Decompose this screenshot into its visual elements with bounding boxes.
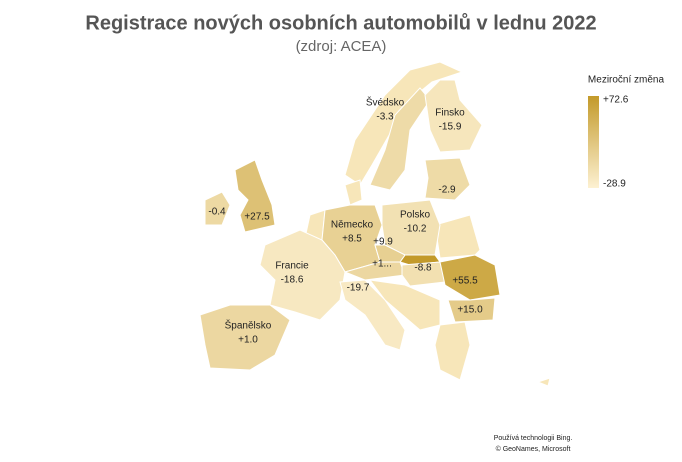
region-name: Francie: [275, 261, 309, 272]
region-value: -3.3: [376, 112, 394, 123]
attribution: Používá technologii Bing.: [494, 435, 573, 442]
region-value: -18.6: [281, 275, 304, 286]
region-value: +55.5: [452, 276, 478, 287]
region: [234, 159, 276, 233]
region-value: +8.5: [342, 234, 362, 245]
region-value: -19.7: [347, 283, 370, 294]
subtitle: (zdroj: ACEA): [296, 38, 387, 55]
country: [344, 61, 464, 186]
region-value: +1...: [372, 259, 392, 270]
country: [536, 377, 551, 387]
region: [259, 229, 346, 321]
country: [344, 179, 363, 206]
region: [424, 79, 483, 153]
region: [381, 199, 441, 256]
region: [199, 304, 291, 371]
region-name: Švédsko: [366, 96, 405, 109]
region-value: -15.9: [439, 122, 462, 133]
region-value: -2.9: [438, 185, 456, 196]
country: [434, 214, 481, 259]
region-name: Německo: [331, 220, 374, 231]
region: [424, 157, 471, 201]
region-value: +1.0: [238, 335, 258, 346]
region: [447, 297, 496, 323]
regions: Švédsko -3.3 Finsko -15.9 -2.9 -0.4 +27.5 Němec…: [199, 79, 501, 371]
region-value: +15.0: [457, 305, 483, 316]
region-value: -8.8: [414, 263, 432, 274]
region-name: Polsko: [400, 210, 430, 221]
country: [434, 321, 471, 381]
region-value: -0.4: [208, 207, 226, 218]
region: [339, 279, 406, 351]
region: [204, 191, 231, 226]
region: [439, 254, 501, 301]
region-value: -10.2: [404, 224, 427, 235]
legend-scale: [588, 96, 599, 188]
background-countries: [304, 61, 551, 387]
title: Registrace nových osobních automobilů v …: [85, 12, 596, 34]
legend-max: +72.6: [603, 95, 629, 106]
attribution: © GeoNames, Microsoft: [496, 445, 571, 453]
region-value: +27.5: [244, 212, 270, 223]
region-name: Finsko: [435, 108, 465, 119]
region: [374, 244, 406, 263]
region-name: Španělsko: [225, 319, 272, 332]
legend-min: -28.9: [603, 179, 626, 190]
legend-title: Meziroční změna: [588, 75, 665, 86]
region: [401, 261, 446, 287]
region-value: +9.9: [373, 237, 393, 248]
